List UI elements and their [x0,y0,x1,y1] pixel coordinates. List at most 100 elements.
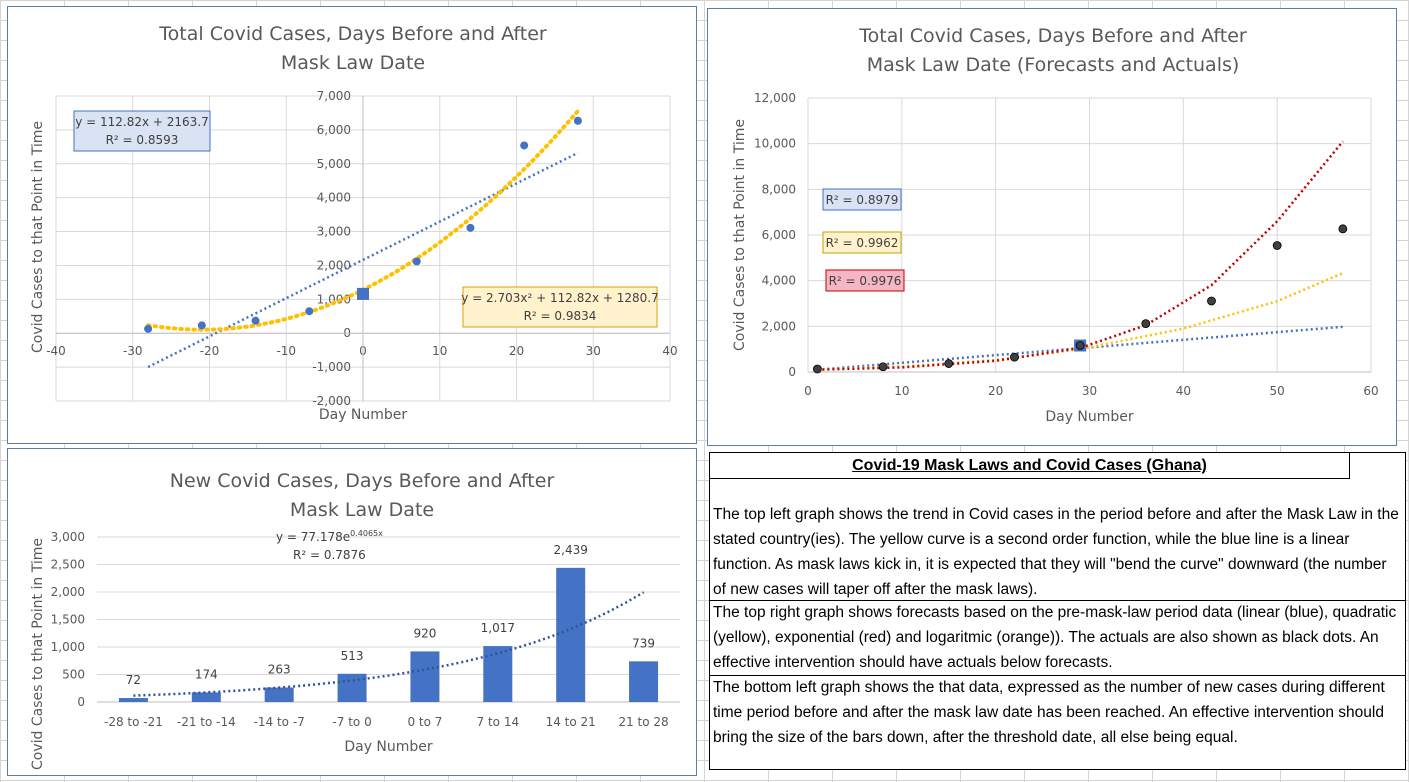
r2-label: R² = 0.9962 [826,236,899,250]
x-tick-label: 10 [432,344,447,358]
x-axis-title: Day Number [344,739,433,755]
quadratic-r2: R² = 0.9834 [524,309,597,323]
data-point [573,116,582,125]
bar-value-label: 72 [126,673,141,687]
r2-label-box [822,188,902,211]
y-tick-label: 4,000 [317,191,351,205]
linear-equation-box [73,110,211,152]
actual-point [1010,352,1019,362]
chart-title-line: New Covid Cases, Days Before and After [170,470,555,492]
category-label: -7 to 0 [332,715,371,729]
equation-base: y = 77.178e [276,530,350,544]
y-tick-label: 2,000 [762,319,796,333]
x-tick-label: 20 [988,384,1003,398]
chart-forecasts-actuals[interactable]: Total Covid Cases, Days Before and After… [707,8,1397,446]
x-tick-label: 50 [1270,384,1285,398]
actual-point [944,359,954,368]
actual-point [812,364,822,374]
chart-title-line: Total Covid Cases, Days Before and After [158,23,547,45]
chart-title-line: Mask Law Date (Forecasts and Actuals) [867,54,1240,76]
category-label: -28 to -21 [104,715,163,729]
y-tick-label: 4,000 [762,274,796,288]
x-tick-label: 40 [662,344,677,358]
x-tick-label: 0 [804,384,812,398]
bar [191,692,221,702]
actual-point [1338,224,1348,234]
bar [118,698,148,702]
actual-point [1075,341,1085,350]
panel-title: Covid-19 Mask Laws and Covid Cases (Ghan… [710,453,1350,479]
bar [264,687,294,702]
category-label: -14 to -7 [254,715,305,729]
divider [710,600,1405,601]
actual-point [1207,296,1216,306]
y-tick-label: 0 [788,365,796,379]
actual-point [878,362,888,372]
category-label: 0 to 7 [407,715,442,729]
forecast-line [817,271,1344,371]
x-tick-label: 30 [586,344,601,358]
y-axis-title: Covid Cases to that Point in Time [30,121,46,353]
data-point [412,257,421,266]
y-tick-label: -1,000 [312,360,351,374]
category-label: 21 to 28 [618,715,668,729]
explanation-panel: Covid-19 Mask Laws and Covid Cases (Ghan… [709,452,1406,770]
highlight-point [357,287,369,300]
linear-r2: R² = 0.8593 [106,133,179,147]
y-tick-label: 3,000 [317,225,351,239]
quadratic-equation-box [462,286,658,328]
y-tick-label: 1,500 [51,613,85,627]
r2-label-box [822,231,902,254]
data-point [466,223,475,232]
x-tick-label: -40 [46,344,66,358]
chart-title-line: Mask Law Date [281,52,425,74]
bar-value-label: 739 [632,636,655,650]
paragraph-top-right: The top right graph shows forecasts base… [713,604,1397,671]
paragraph-top-left: The top left graph shows the trend in Co… [713,506,1399,598]
r2-label: R² = 0.9976 [829,274,902,288]
y-axis-title: Covid Cases to that Point in Time [30,538,46,770]
bar [410,651,440,702]
chart-new-cases[interactable]: New Covid Cases, Days Before and After Ma… [7,448,697,776]
equation-exponent: 0.4065x [350,529,383,538]
x-tick-label: 30 [1082,384,1097,398]
bar-value-label: 513 [341,649,364,663]
data-point [305,307,314,316]
y-tick-label: 3,000 [51,530,85,544]
trendline-equation: y = 77.178e0.4065x [276,529,383,544]
y-tick-label: 500 [62,668,85,682]
category-label: -21 to -14 [177,715,236,729]
paragraph-bottom-left: The bottom left graph shows the that dat… [713,679,1385,746]
bar-value-label: 174 [195,667,218,681]
quadratic-equation: y = 2.703x² + 112.82x + 1280.7 [461,291,659,305]
data-point [197,321,206,330]
x-tick-label: -20 [200,344,220,358]
data-point [144,324,153,333]
r2-label: R² = 0.8979 [826,193,899,207]
x-tick-label: 20 [509,344,524,358]
bar-value-label: 1,017 [481,621,515,635]
trendline-r2: R² = 0.7876 [293,548,366,562]
x-axis-title: Day Number [1045,409,1134,425]
y-tick-label: 1,000 [317,292,351,306]
y-tick-label: 2,000 [317,258,351,272]
data-point [520,141,529,150]
exponential-trendline [133,591,645,697]
bar-value-label: 2,439 [554,543,588,557]
x-tick-label: 60 [1363,384,1378,398]
y-tick-label: 1,000 [51,640,85,654]
actual-point [1141,319,1151,328]
x-tick-label: -10 [276,344,296,358]
chart-total-cases[interactable]: Total Covid Cases, Days Before and After… [7,6,697,444]
y-tick-label: 0 [77,695,85,709]
forecast-line [817,140,1344,371]
y-tick-label: 2,500 [51,558,85,572]
bar-value-label: 263 [268,663,291,677]
bar-value-label: 920 [413,626,436,640]
y-axis-title: Covid Cases to that Point in Time [732,119,748,351]
chart-forecasts-actuals-svg: Total Covid Cases, Days Before and After… [732,25,1379,425]
y-tick-label: 2,000 [51,585,85,599]
category-label: 7 to 14 [477,715,520,729]
y-tick-label: 5,000 [317,157,351,171]
x-tick-label: -30 [123,344,143,358]
